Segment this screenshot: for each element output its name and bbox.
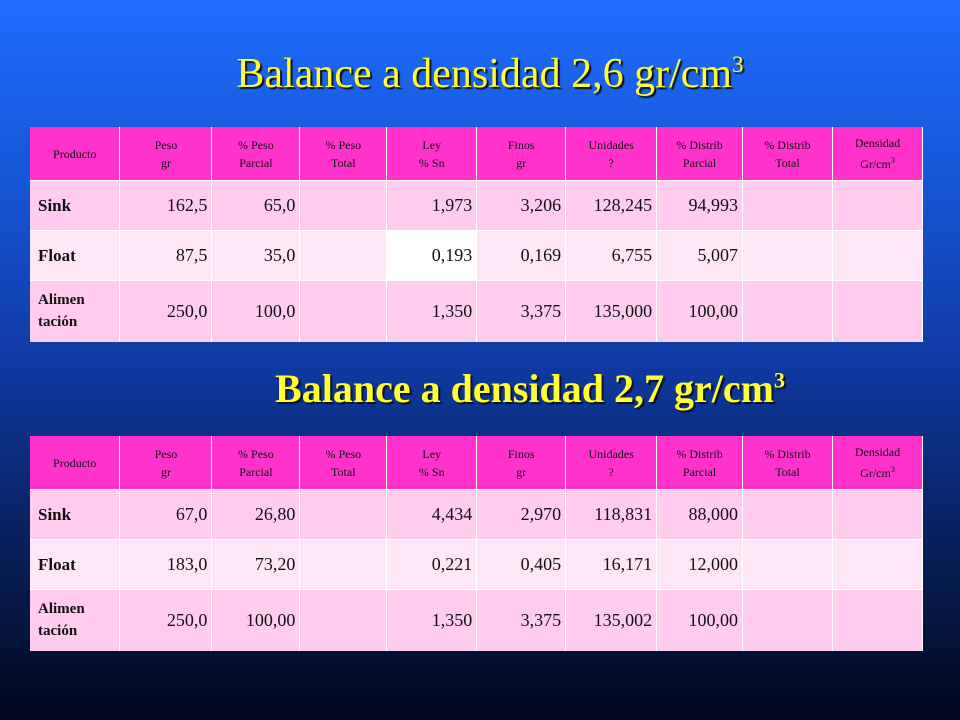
cell-unidades: 6,755: [565, 230, 658, 281]
header-finos: Finos gr: [476, 127, 567, 181]
cell-ley: 1,350: [386, 280, 478, 342]
cell-ley: 1,973: [386, 180, 478, 231]
cell-peso-parcial: 100,0: [211, 280, 301, 342]
cell-distrib-total: [742, 539, 833, 590]
cell-distrib-total: [742, 230, 833, 281]
cell-peso-total: [299, 180, 388, 231]
slide-title-density-2-6: Balance a densidad 2,6 gr/cm3: [10, 50, 960, 98]
cell-finos: 0,169: [476, 230, 567, 281]
table-row-sink: Sink 162,5 65,0 1,973 3,206 128,245 94,9…: [30, 180, 924, 231]
cell-densidad: [832, 539, 924, 590]
balance-table-2-7: Producto Peso gr % Peso Parcial % Peso Tota…: [30, 436, 924, 651]
header-producto: Producto: [30, 436, 121, 490]
cell-distrib-parcial: 100,00: [656, 280, 744, 342]
table-row-float: Float 183,0 73,20 0,221 0,405 16,171 12,…: [30, 539, 924, 590]
cell-ley: 1,350: [386, 589, 478, 651]
header-peso-parcial: % Peso Parcial: [211, 127, 301, 181]
table-row-alimentacion: Alimen tación 250,0 100,0 1,350 3,375 135…: [30, 280, 924, 342]
cell-distrib-parcial: 12,000: [656, 539, 744, 590]
cell-distrib-parcial: 100,00: [656, 589, 744, 651]
header-peso: Peso gr: [119, 127, 213, 181]
cell-unidades: 118,831: [565, 489, 658, 540]
cell-distrib-total: [742, 589, 833, 651]
cell-finos: 3,375: [476, 280, 567, 342]
header-peso-parcial: % Peso Parcial: [211, 436, 301, 490]
cell-producto: Alimen tación: [30, 589, 121, 651]
cell-peso-parcial: 73,20: [211, 539, 301, 590]
cell-ley: 4,434: [386, 489, 478, 540]
cell-unidades: 128,245: [565, 180, 658, 231]
header-producto: Producto: [30, 127, 121, 181]
cell-producto: Sink: [30, 489, 121, 540]
header-peso-total: % Peso Total: [299, 436, 388, 490]
header-densidad: Densidad Gr/cm3: [832, 436, 924, 490]
header-peso: Peso gr: [119, 436, 213, 490]
header-row: Producto Peso gr % Peso Parcial % Peso Tota…: [30, 436, 924, 490]
cell-finos: 3,375: [476, 589, 567, 651]
title-text: Balance a densidad 2,7 gr/cm: [275, 366, 774, 411]
cell-distrib-parcial: 88,000: [656, 489, 744, 540]
cell-unidades: 16,171: [565, 539, 658, 590]
header-densidad: Densidad Gr/cm3: [832, 127, 924, 181]
header-distrib-total: % Distrib Total: [742, 436, 833, 490]
cell-peso-parcial: 35,0: [211, 230, 301, 281]
header-row: Producto Peso gr % Peso Parcial % Peso Tota…: [30, 127, 924, 181]
cell-distrib-total: [742, 280, 833, 342]
cell-densidad: [832, 489, 924, 540]
cell-peso-total: [299, 589, 388, 651]
cell-peso-total: [299, 489, 388, 540]
cell-densidad: [832, 280, 924, 342]
cell-ley: 0,221: [386, 539, 478, 590]
title-superscript: 3: [773, 367, 785, 393]
cell-densidad: [832, 230, 924, 281]
cell-densidad: [832, 589, 924, 651]
cell-distrib-total: [742, 180, 833, 231]
cell-peso-parcial: 100,00: [211, 589, 301, 651]
header-distrib-parcial: % Distrib Parcial: [656, 436, 744, 490]
cell-producto: Float: [30, 230, 121, 281]
cell-finos: 0,405: [476, 539, 567, 590]
cell-densidad: [832, 180, 924, 231]
cell-peso: 250,0: [119, 280, 213, 342]
cell-peso-total: [299, 280, 388, 342]
cell-peso: 183,0: [119, 539, 213, 590]
header-ley: Ley% Sn: [386, 127, 478, 181]
header-distrib-parcial: % Distrib Parcial: [656, 127, 744, 181]
cell-peso-total: [299, 230, 388, 281]
cell-finos: 3,206: [476, 180, 567, 231]
cell-producto: Alimen tación: [30, 280, 121, 342]
cell-unidades: 135,000: [565, 280, 658, 342]
cell-peso: 162,5: [119, 180, 213, 231]
cell-finos: 2,970: [476, 489, 567, 540]
header-unidades: Unidades?: [565, 127, 658, 181]
title-text: Balance a densidad 2,6 gr/cm: [236, 51, 733, 97]
title-superscript: 3: [732, 51, 744, 77]
header-unidades: Unidades?: [565, 436, 658, 490]
cell-peso-total: [299, 539, 388, 590]
cell-producto: Sink: [30, 180, 121, 231]
table-row-sink: Sink 67,0 26,80 4,434 2,970 118,831 88,0…: [30, 489, 924, 540]
balance-table-2-6: Producto Peso gr % Peso Parcial % Peso Tota…: [30, 127, 924, 342]
header-finos: Finos gr: [476, 436, 567, 490]
cell-peso-parcial: 26,80: [211, 489, 301, 540]
slide-title-density-2-7: Balance a densidad 2,7 gr/cm3: [50, 365, 960, 412]
cell-distrib-parcial: 5,007: [656, 230, 744, 281]
cell-producto: Float: [30, 539, 121, 590]
header-ley: Ley% Sn: [386, 436, 478, 490]
table-row-alimentacion: Alimen tación 250,0 100,00 1,350 3,375 13…: [30, 589, 924, 651]
cell-peso-parcial: 65,0: [211, 180, 301, 231]
table-row-float: Float 87,5 35,0 0,193 0,169 6,755 5,007: [30, 230, 924, 281]
cell-distrib-parcial: 94,993: [656, 180, 744, 231]
header-distrib-total: % Distrib Total: [742, 127, 833, 181]
cell-peso: 250,0: [119, 589, 213, 651]
header-peso-total: % Peso Total: [299, 127, 388, 181]
cell-peso: 87,5: [119, 230, 213, 281]
cell-ley: 0,193: [386, 230, 478, 281]
cell-distrib-total: [742, 489, 833, 540]
cell-peso: 67,0: [119, 489, 213, 540]
cell-unidades: 135,002: [565, 589, 658, 651]
